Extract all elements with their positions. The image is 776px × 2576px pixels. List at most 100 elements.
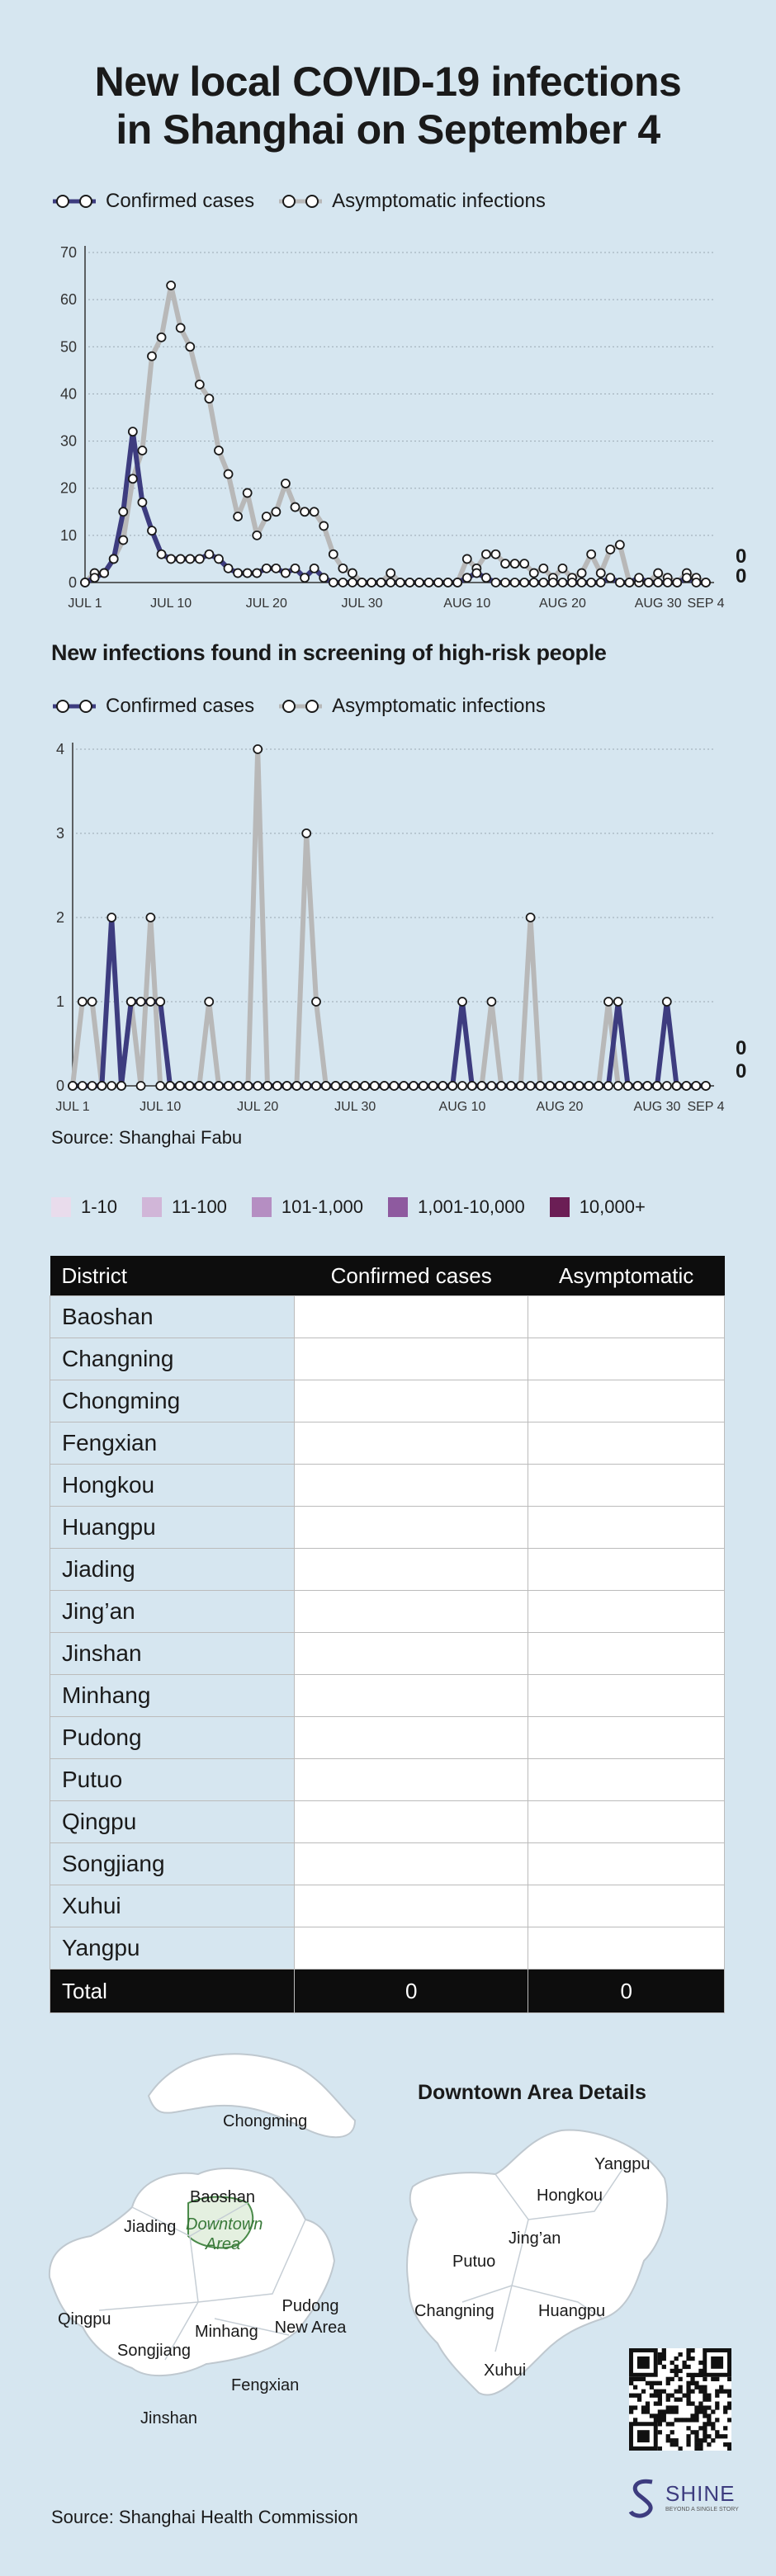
x-tick-label: JUL 1	[68, 597, 102, 611]
x-tick-label: AUG 20	[537, 1100, 584, 1114]
data-point-confirmed	[681, 573, 692, 583]
downtown-label-putuo: Putuo	[452, 2253, 496, 2271]
map-label-pudong: Pudong New Area	[274, 2297, 347, 2337]
qr-module	[678, 2368, 683, 2374]
map-mainland	[48, 2168, 336, 2377]
confirmed-cell	[293, 1800, 529, 1843]
data-point-confirmed	[595, 578, 606, 587]
map-downtown-detail	[406, 2129, 669, 2396]
qr-module	[707, 2418, 712, 2423]
qr-module	[703, 2413, 707, 2418]
qr-module	[723, 2405, 728, 2410]
data-point-confirmed	[156, 549, 167, 559]
downtown-label-xuhui: Xuhui	[484, 2361, 527, 2380]
asymptomatic-cell	[528, 1295, 725, 1338]
data-point-asymptomatic	[106, 1081, 117, 1091]
data-point-confirmed	[108, 554, 119, 564]
qr-module	[649, 2413, 655, 2418]
downtown-label-changning: Changning	[414, 2302, 494, 2320]
qr-module	[711, 2409, 716, 2414]
data-point-asymptomatic	[166, 281, 177, 290]
legend2-asymptomatic: Asymptomatic infections	[277, 695, 546, 718]
confirmed-cell	[293, 1927, 529, 1970]
table-header-asymptomatic: Asymptomatic	[528, 1256, 725, 1296]
data-point-asymptomatic	[271, 507, 282, 517]
qr-code[interactable]	[629, 2348, 731, 2451]
table-header-district: District	[50, 1256, 295, 1296]
shine-logo-name: SHINE	[665, 2481, 736, 2506]
y-tick-label: 10	[60, 527, 77, 544]
x-tick-label: AUG 10	[439, 1100, 486, 1114]
data-point-confirmed	[319, 573, 329, 583]
data-point-asymptomatic	[586, 549, 597, 559]
data-point-confirmed	[253, 1081, 263, 1091]
asymptomatic-cell	[528, 1716, 725, 1759]
data-point-confirmed	[486, 1081, 497, 1091]
qr-module	[703, 2389, 707, 2394]
qr-module	[678, 2352, 683, 2357]
qr-module	[674, 2368, 679, 2374]
data-point-confirmed	[632, 1081, 643, 1091]
table-row: Putuo	[50, 1758, 725, 1801]
map-label-baoshan: Baoshan	[190, 2188, 255, 2206]
data-point-confirmed	[515, 1081, 526, 1091]
confirmed-cell	[293, 1548, 529, 1591]
data-point-confirmed	[340, 1081, 351, 1091]
legend-asymptomatic-swatch	[279, 195, 323, 208]
data-point-asymptomatic	[127, 474, 138, 484]
data-point-confirmed	[509, 578, 520, 587]
table-row: Jiading	[50, 1548, 725, 1591]
qr-module	[636, 2393, 642, 2398]
data-point-confirmed	[290, 563, 300, 573]
qr-module	[686, 2372, 691, 2378]
confirmed-cell	[293, 1716, 529, 1759]
data-point-confirmed	[348, 578, 357, 587]
case-scale-legend: 1-10 11-100 101-1,000 1,001-10,000 10,00…	[51, 1196, 670, 1218]
chart-1-daily-infections: 0 10 20 30 40 50 60 70 JUL 1 JUL 10 JUL 20 JUL 30 AU…	[60, 244, 746, 611]
downtown-label-jingan: Jing’an	[509, 2229, 561, 2248]
data-point-confirmed	[379, 1081, 390, 1091]
qr-module	[703, 2438, 707, 2443]
data-point-asymptomatic	[614, 540, 625, 550]
title-line-1: New local COVID-19 infections	[94, 59, 682, 105]
data-point-confirmed	[174, 1081, 185, 1091]
end-value-label: 0	[736, 1060, 746, 1083]
data-point-confirmed	[127, 427, 138, 437]
qr-module	[727, 2405, 731, 2410]
data-point-confirmed	[282, 1081, 292, 1091]
district-name: Pudong	[50, 1716, 295, 1759]
chart2-legend: Confirmed cases Asymptomatic infections	[51, 695, 569, 718]
data-point-confirmed	[166, 554, 177, 564]
district-name: Huangpu	[50, 1506, 295, 1549]
qr-module	[694, 2418, 699, 2423]
qr-module	[723, 2389, 728, 2394]
qr-module	[661, 2413, 666, 2418]
qr-module	[661, 2389, 666, 2394]
confirmed-cell	[293, 1632, 529, 1675]
data-point-asymptomatic	[252, 530, 263, 540]
district-name: Minhang	[50, 1674, 295, 1717]
qr-module	[678, 2389, 683, 2394]
data-point-confirmed	[653, 578, 664, 587]
asymptomatic-cell	[528, 1674, 725, 1717]
y-tick-label: 1	[56, 993, 64, 1010]
map-label-qingpu: Qingpu	[58, 2310, 111, 2328]
qr-module	[715, 2418, 720, 2423]
qr-module	[711, 2438, 716, 2443]
qr-module	[657, 2418, 662, 2423]
data-point-confirmed	[145, 997, 156, 1007]
qr-module	[698, 2368, 703, 2374]
qr-module	[690, 2413, 695, 2418]
data-point-asymptomatic	[328, 549, 338, 559]
data-point-asymptomatic	[486, 997, 497, 1007]
qr-module	[703, 2430, 707, 2435]
data-point-asymptomatic	[348, 568, 357, 578]
confirmed-cell	[293, 1758, 529, 1801]
qr-module	[694, 2442, 699, 2447]
legend-asymptomatic-label: Asymptomatic infections	[332, 190, 546, 212]
chart2-title: New infections found in screening of hig…	[51, 640, 607, 665]
qr-module	[641, 2389, 646, 2394]
data-point-confirmed	[357, 578, 367, 587]
qr-module	[727, 2401, 731, 2406]
qr-module	[707, 2442, 712, 2447]
